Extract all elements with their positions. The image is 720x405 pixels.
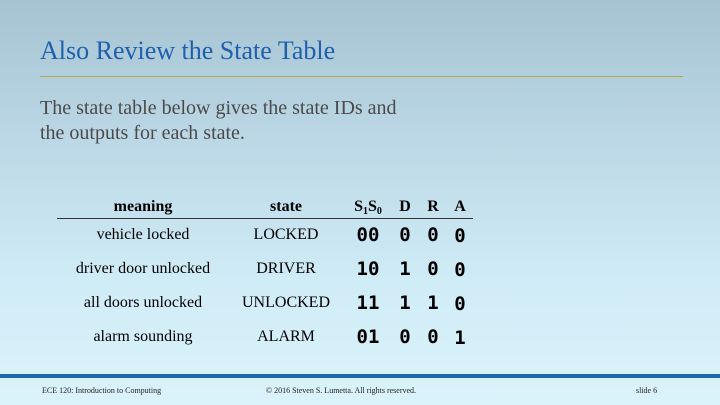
header-meaning: meaning [113, 198, 173, 215]
row-2-a: 0 [454, 293, 466, 315]
row-0-meaning: vehicle locked [96, 226, 190, 243]
row-2-meaning: all doors unlocked [83, 294, 203, 311]
row-2-state: UNLOCKED [242, 294, 330, 311]
row-3-d: 0 [399, 326, 411, 348]
row-0-d: 0 [399, 224, 411, 246]
row-0-state: LOCKED [253, 226, 319, 243]
row-3-s1s0: 01 [356, 326, 380, 348]
intro-line-1: The state table below gives the state ID… [40, 97, 397, 119]
row-2-d: 1 [399, 292, 411, 314]
row-2-r: 1 [427, 292, 439, 314]
row-1-r: 0 [427, 258, 439, 280]
row-1-meaning: driver door unlocked [75, 260, 211, 277]
footer-course: ECE 120: Introduction to Computing [42, 386, 162, 395]
header-state: state [270, 198, 302, 215]
footer-slide-number: slide 6 [636, 386, 658, 395]
header-d: D [399, 198, 411, 215]
row-0-a: 0 [454, 225, 466, 247]
slide-title: Also Review the State Table [40, 36, 336, 65]
footer-copyright: © 2016 Steven S. Lumetta. All rights res… [266, 386, 417, 395]
row-3-meaning: alarm sounding [93, 328, 193, 345]
row-3-state: ALARM [257, 328, 315, 345]
header-r: R [427, 198, 439, 215]
table-header-rule [57, 218, 473, 219]
footer-bar [0, 374, 720, 378]
intro-text: The state table below gives the state ID… [40, 96, 560, 146]
header-s0-subscript: 0 [376, 206, 382, 217]
header-a: A [454, 198, 466, 215]
header-s1-letter: S [354, 198, 363, 215]
intro-line-2: the outputs for each state. [40, 122, 245, 144]
row-3-r: 0 [427, 326, 439, 348]
row-1-state: DRIVER [256, 260, 316, 277]
row-2-s1s0: 11 [356, 292, 380, 314]
row-3-a: 1 [454, 327, 466, 349]
header-s1s0: S1S0 [354, 198, 382, 217]
row-0-r: 0 [427, 224, 439, 246]
row-0-s1s0: 00 [356, 224, 380, 246]
row-1-a: 0 [454, 259, 466, 281]
title-divider [40, 76, 683, 77]
row-1-s1s0: 10 [356, 258, 380, 280]
header-s0-letter: S [368, 198, 377, 215]
header-s1-subscript: 1 [363, 206, 368, 217]
row-1-d: 1 [399, 258, 411, 280]
